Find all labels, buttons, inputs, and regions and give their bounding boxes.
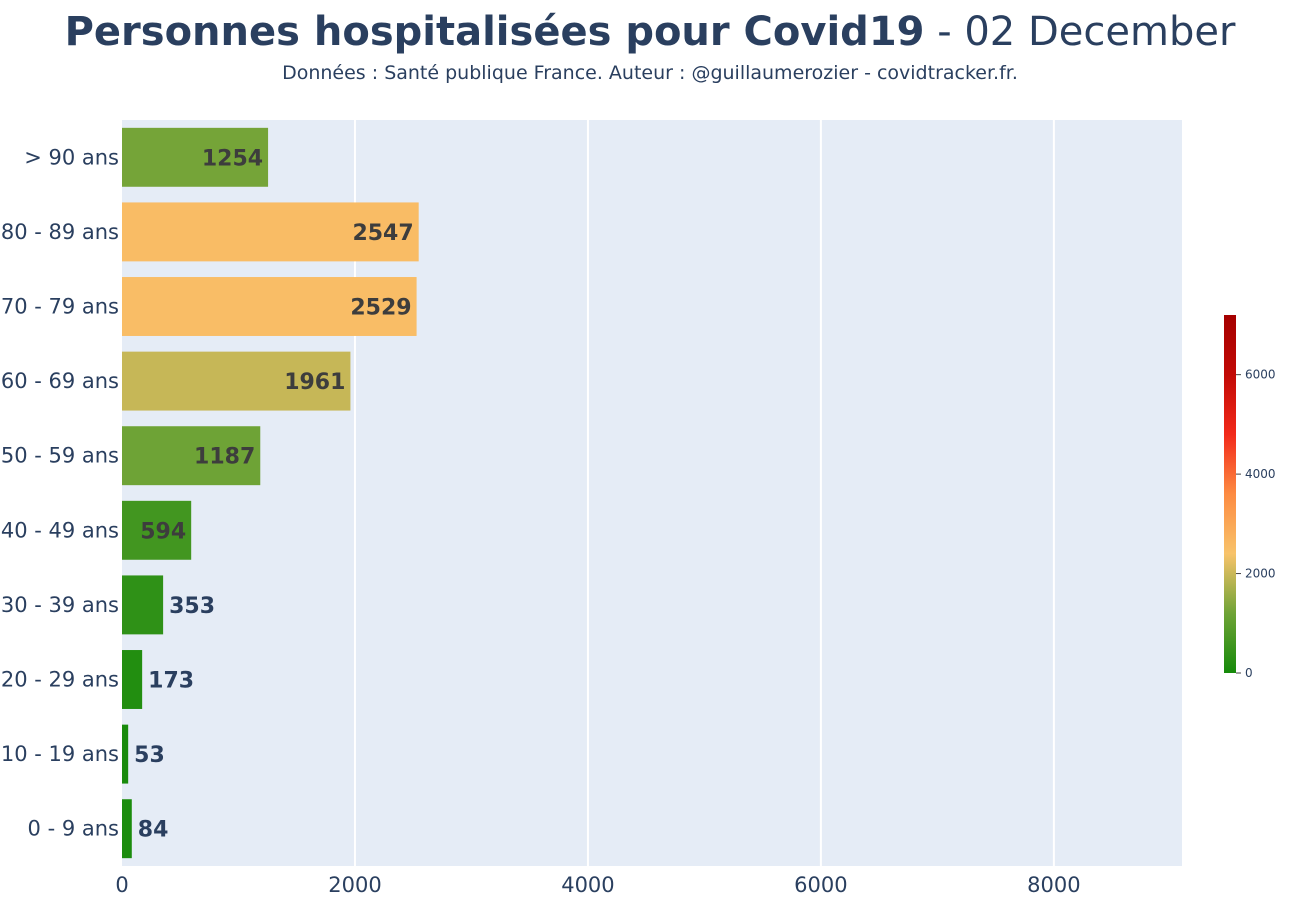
chart-title-main: Personnes hospitalisées pour Covid19: [64, 9, 925, 55]
bar: [122, 202, 419, 262]
chart-title: Personnes hospitalisées pour Covid19 - 0…: [0, 8, 1300, 56]
y-tick-label: 10 - 19 ans: [1, 742, 119, 766]
x-tick-label: 4000: [561, 873, 614, 897]
colorbar-tick-label: 2000: [1245, 567, 1276, 581]
bar: [122, 127, 269, 187]
bar: [122, 351, 351, 411]
y-tick-label: 60 - 69 ans: [1, 369, 119, 393]
bar: [122, 426, 261, 486]
y-tick-label: > 90 ans: [24, 145, 119, 169]
y-tick-label: 40 - 49 ans: [1, 518, 119, 542]
x-axis-labels: 0 2000 4000 6000 8000: [115, 873, 1080, 897]
bar-value-label: 84: [138, 818, 169, 843]
gridlines: [353, 120, 1055, 866]
bar-value-label: 1187: [194, 445, 255, 470]
y-tick-label: 20 - 29 ans: [1, 668, 119, 692]
bar-value-label: 353: [169, 594, 215, 619]
bars: 1254 2547 2529 1961 1187 594 353 173 53 84: [122, 127, 419, 859]
bar: [122, 277, 417, 336]
bar-value-label: 1961: [284, 370, 345, 395]
bar: [122, 724, 129, 784]
y-tick-label: 0 - 9 ans: [28, 817, 119, 841]
y-tick-label: 80 - 89 ans: [1, 220, 119, 244]
colorbar-tick-label: 0: [1245, 666, 1253, 680]
x-tick-label: 6000: [794, 873, 847, 897]
bar-value-label: 53: [134, 743, 165, 768]
bar: [122, 500, 192, 560]
colorbar-tick-label: 4000: [1245, 467, 1276, 481]
x-tick-label: 0: [115, 873, 128, 897]
x-tick-label: 2000: [328, 873, 381, 897]
chart-subtitle: Données : Santé publique France. Auteur …: [282, 62, 1018, 84]
bar-value-label: 173: [148, 669, 194, 694]
bar: [122, 650, 143, 709]
bar: [122, 575, 164, 635]
bar: [122, 799, 132, 859]
bar-value-label: 2529: [350, 296, 411, 321]
y-axis-labels: > 90 ans 80 - 89 ans 70 - 79 ans 60 - 69 an…: [1, 145, 119, 840]
colorbar: 0 2000 4000 6000: [1224, 315, 1276, 680]
y-tick-label: 70 - 79 ans: [1, 295, 119, 319]
colorbar-tick-label: 6000: [1245, 368, 1276, 382]
bar-value-label: 594: [140, 519, 186, 544]
bar-value-label: 2547: [352, 221, 413, 246]
y-tick-label: 50 - 59 ans: [1, 444, 119, 468]
colorbar-gradient: [1224, 315, 1236, 673]
y-tick-label: 30 - 39 ans: [1, 593, 119, 617]
chart-title-date: - 02 December: [924, 9, 1236, 55]
x-tick-label: 8000: [1027, 873, 1080, 897]
bar-value-label: 1254: [202, 146, 263, 171]
